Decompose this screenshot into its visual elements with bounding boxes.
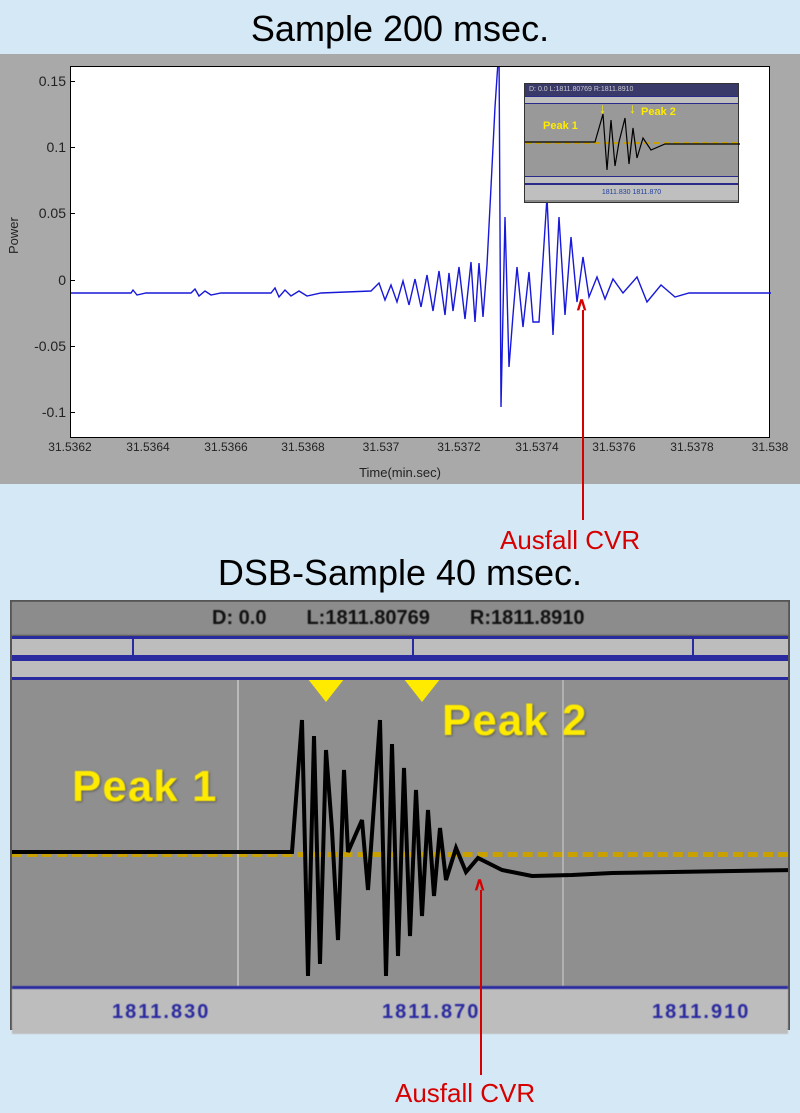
bottom-annotation-label: Ausfall CVR (395, 1078, 535, 1109)
ytick-mark (70, 147, 75, 148)
timecode-left: 1811.830 (112, 1001, 210, 1024)
peak1-label: Peak 1 (72, 762, 217, 812)
ytick: -0.05 (6, 338, 66, 354)
inset-arrow-1: ↓ (599, 100, 606, 116)
bottom-annotation-arrow (480, 890, 482, 1075)
timecode-right: 1811.910 (652, 1001, 750, 1024)
inset-timecodes: 1811.830 1811.870 (525, 184, 738, 200)
xtick: 31.5366 (204, 440, 247, 454)
xtick: 31.5376 (592, 440, 635, 454)
xtick: 31.538 (752, 440, 789, 454)
peak2-arrow-icon (400, 680, 440, 702)
peak2-label: Peak 2 (442, 696, 587, 746)
inset-plot: ↓ ↓ Peak 1 Peak 2 (525, 104, 738, 176)
ytick-mark (70, 81, 75, 82)
xtick: 31.537 (363, 440, 400, 454)
bottom-timecode-bar: 1811.830 1811.870 1811.910 (12, 986, 788, 1034)
bottom-waveform (12, 680, 788, 986)
top-annotation-label: Ausfall CVR (500, 525, 640, 556)
ytick-mark (70, 346, 75, 347)
bottom-header-L: L:1811.80769 (306, 607, 429, 630)
mid-title: DSB-Sample 40 msec. (0, 484, 800, 600)
bottom-ruler-top2 (12, 658, 788, 680)
ytick: 0.05 (6, 205, 66, 221)
bottom-plot-area: Peak 1 Peak 2 (12, 680, 788, 986)
top-chart-panel: Power D: 0.0 L:1811.80769 R:1811.8910 ↓ … (0, 54, 800, 484)
xtick: 31.5368 (281, 440, 324, 454)
xtick: 31.5372 (437, 440, 480, 454)
bottom-ruler-top (12, 636, 788, 658)
ytick-mark (70, 213, 75, 214)
ytick: 0.15 (6, 73, 66, 89)
inset-header: D: 0.0 L:1811.80769 R:1811.8910 (525, 84, 738, 96)
top-title: Sample 200 msec. (0, 0, 800, 54)
xtick: 31.5378 (670, 440, 713, 454)
peak1-arrow-icon (304, 680, 344, 702)
ytick-mark (70, 280, 75, 281)
top-plot-area: D: 0.0 L:1811.80769 R:1811.8910 ↓ ↓ Peak… (70, 66, 770, 438)
xtick: 31.5374 (515, 440, 558, 454)
inset-thumbnail: D: 0.0 L:1811.80769 R:1811.8910 ↓ ↓ Peak… (524, 83, 739, 203)
bottom-header-bar: D: 0.0 L:1811.80769 R:1811.8910 (12, 602, 788, 636)
ytick-mark (70, 412, 75, 413)
inset-peak1-label: Peak 1 (543, 120, 578, 132)
ytick: 0 (6, 272, 66, 288)
ytick: 0.1 (6, 139, 66, 155)
inset-ruler-bot (525, 176, 738, 184)
bottom-header-R: R:1811.8910 (470, 607, 585, 630)
x-axis-label: Time(min.sec) (0, 465, 800, 480)
inset-peak2-label: Peak 2 (641, 106, 676, 118)
xtick: 31.5364 (126, 440, 169, 454)
inset-arrow-2: ↓ (629, 100, 636, 116)
bottom-chart-panel: D: 0.0 L:1811.80769 R:1811.8910 Peak 1 P… (10, 600, 790, 1030)
timecode-mid: 1811.870 (382, 1001, 480, 1024)
y-axis-label: Power (6, 217, 21, 254)
ytick: -0.1 (6, 404, 66, 420)
bottom-header-D: D: 0.0 (212, 607, 266, 630)
xtick: 31.5362 (48, 440, 91, 454)
top-annotation-arrow (582, 310, 584, 520)
